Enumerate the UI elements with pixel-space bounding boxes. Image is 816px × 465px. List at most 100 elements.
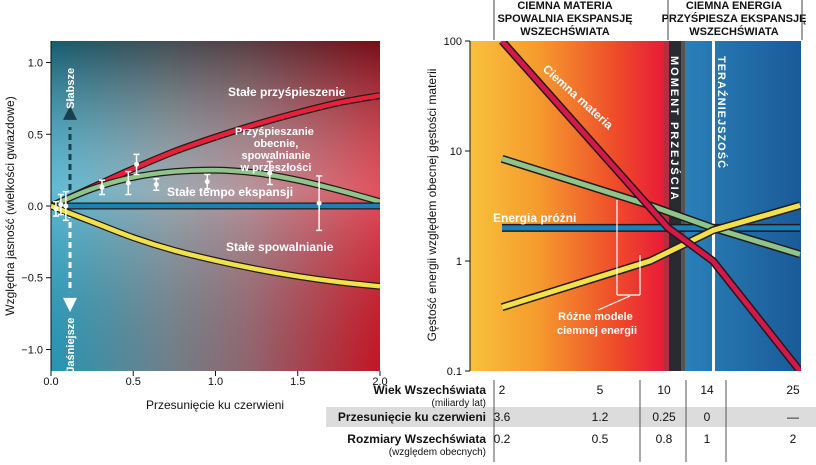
right-y-tick-label: 10	[450, 146, 462, 158]
left-x-tick-label: 1.5	[290, 376, 305, 388]
right-axis-ticks: 100 10 1 0.1	[444, 36, 471, 378]
table-cell: 3.6	[494, 410, 511, 424]
data-point	[125, 180, 131, 186]
series-dark-energy-falling	[501, 156, 801, 257]
table-label-age: Wiek Wszechświata	[373, 383, 486, 397]
left-x-tick-label: 1.0	[208, 376, 223, 388]
label-models: Różne modele ciemnej energii	[557, 311, 637, 337]
left-y-tick-label: 0.0	[28, 201, 43, 213]
right-plot-background	[470, 41, 667, 371]
right-y-tick-label: 100	[444, 36, 462, 48]
label-models-line2: ciemnej energii	[557, 325, 637, 337]
table-cell: 0	[704, 410, 711, 424]
table-cells: 2 5 10 14 253.6 1.2 0.25 0 —0.2 0.5 0.8 1 2	[494, 383, 800, 446]
table-row-highlight	[326, 407, 816, 427]
table-label-size: Rozmiary Wszechświata	[347, 432, 486, 446]
label-present-accel-line4: w przeszłości	[240, 162, 312, 174]
label-present-accel-line1: Przyśpieszanie	[235, 126, 314, 138]
table-cell: 1.2	[592, 410, 609, 424]
label-fainter: Słabsze	[65, 68, 77, 109]
series-dark-matter	[500, 41, 801, 371]
left-chart: 0.0 0.5 1.0 1.5 2.0 1.0 0.5 0.0 −0.5 −1.0 Słabsze…	[3, 41, 388, 412]
table-cell: 0.25	[652, 410, 676, 424]
transition-label: MOMENT PRZEJŚCIA	[668, 56, 681, 202]
left-x-tick-label: 2.0	[372, 376, 387, 388]
table-cell: 0.8	[656, 432, 673, 446]
table-sublabel-size: (względem obecnych)	[389, 447, 486, 458]
data-table: Wiek Wszechświata (miliardy lat) Przesun…	[326, 380, 816, 462]
left-y-tick-label: 1.0	[28, 58, 43, 70]
label-present-accel-line3: spowalnianie	[241, 150, 310, 162]
table-label-redshift: Przesunięcie ku czerwieni	[338, 410, 486, 424]
series-dark-energy-rising	[501, 203, 801, 310]
left-data-points	[52, 153, 323, 232]
header-dark-energy: CIEMNA ENERGIA PRZYŚPIESZA EKSPANSJĘ WSZ…	[662, 0, 807, 38]
table-cell: 0.2	[494, 432, 511, 446]
left-x-axis-title: Przesunięcie ku czerwieni	[146, 398, 284, 412]
table-cell: 10	[657, 383, 671, 397]
table-cell: 2	[790, 432, 797, 446]
table-cell: 14	[700, 383, 714, 397]
transition-band	[669, 41, 681, 371]
data-point	[63, 203, 69, 209]
label-models-line1: Różne modele	[558, 311, 633, 323]
header-dark-matter-line1: CIEMNA MATERIA	[517, 0, 612, 12]
table-row-size: Rozmiary Wszechświata (względem obecnych…	[347, 432, 486, 458]
header-dark-matter-line2: SPOWALNIA EKSPANSJĘ	[497, 13, 632, 25]
label-present-accel-line2: obecnie,	[254, 138, 299, 150]
transition-band-edge	[664, 41, 669, 371]
right-chart: MOMENT PRZEJŚCIA TERAŹNIEJSZOŚĆ 1001010.…	[326, 0, 816, 462]
label-brighter: Jaśniejsze	[65, 318, 77, 373]
arrow-down-head	[63, 297, 77, 313]
table-cell: —	[787, 410, 799, 424]
data-point	[267, 170, 273, 176]
left-axis-ticks: 0.0 0.5 1.0 1.5 2.0 1.0 0.5 0.0 −0.5 −1.0	[21, 41, 388, 388]
header-dark-energy-line2: PRZYŚPIESZA EKSPANSJĘ	[662, 12, 807, 25]
present-line	[712, 41, 715, 371]
table-row-redshift: Przesunięcie ku czerwieni	[338, 410, 486, 424]
right-plot-background-blue	[685, 41, 801, 371]
models-bracket	[597, 200, 641, 311]
data-point	[99, 184, 105, 190]
left-series-lines	[51, 92, 380, 290]
data-point	[153, 181, 159, 187]
series-decelerating	[51, 203, 380, 289]
left-x-tick-label: 0.5	[126, 376, 141, 388]
data-point	[53, 206, 59, 212]
series-present-accel	[51, 167, 380, 209]
table-cell: 25	[786, 383, 800, 397]
label-present-accel: Przyśpieszanie obecnie, spowalnianie w prz…	[235, 126, 317, 174]
data-point	[316, 200, 322, 206]
table-sublabel-age: (miliardy lat)	[432, 398, 486, 409]
brightness-arrows: Słabsze Jaśniejsze	[63, 68, 77, 373]
right-y-axis-title: Gęstość energii względem obecnej gęstośc…	[425, 69, 439, 342]
header-dark-matter-line3: WSZECHŚWIATA	[520, 25, 609, 38]
table-cell: 2	[499, 383, 506, 397]
table-cell: 1	[704, 432, 711, 446]
left-y-tick-label: 0.5	[28, 129, 43, 141]
right-y-tick-label: 0.1	[447, 366, 462, 378]
header-dark-matter: CIEMNA MATERIA SPOWALNIA EKSPANSJĘ WSZEC…	[497, 0, 632, 38]
header-dark-energy-line3: WSZECHŚWIATA	[689, 25, 778, 38]
header-dark-energy-line1: CIEMNA ENERGIA	[686, 0, 782, 12]
left-y-tick-label: −1.0	[21, 344, 43, 356]
data-point	[58, 202, 64, 208]
transition-band-right	[681, 41, 685, 371]
label-constant: Stałe tempo ekspansji	[167, 185, 293, 199]
table-row-age: Wiek Wszechświata (miliardy lat)	[373, 383, 486, 409]
table-cell: 0.5	[592, 432, 609, 446]
arrow-up-head	[63, 105, 77, 120]
label-accelerating: Stałe przyśpieszenie	[228, 85, 346, 99]
present-label: TERAŹNIEJSZOŚĆ	[715, 56, 728, 169]
data-point	[204, 179, 210, 185]
left-y-tick-label: −0.5	[21, 273, 43, 285]
label-vacuum: Energia próżni	[493, 211, 576, 225]
label-decelerating: Stałe spowalnianie	[226, 240, 334, 254]
table-cell: 5	[597, 383, 604, 397]
table-dividers	[493, 380, 727, 462]
right-y-tick-label: 1	[456, 256, 462, 268]
right-series-lines	[499, 41, 801, 371]
left-x-tick-label: 0.0	[43, 376, 58, 388]
left-y-axis-title: Względna jasność (wielkości gwiazdowe)	[3, 96, 17, 315]
data-point	[134, 161, 140, 167]
